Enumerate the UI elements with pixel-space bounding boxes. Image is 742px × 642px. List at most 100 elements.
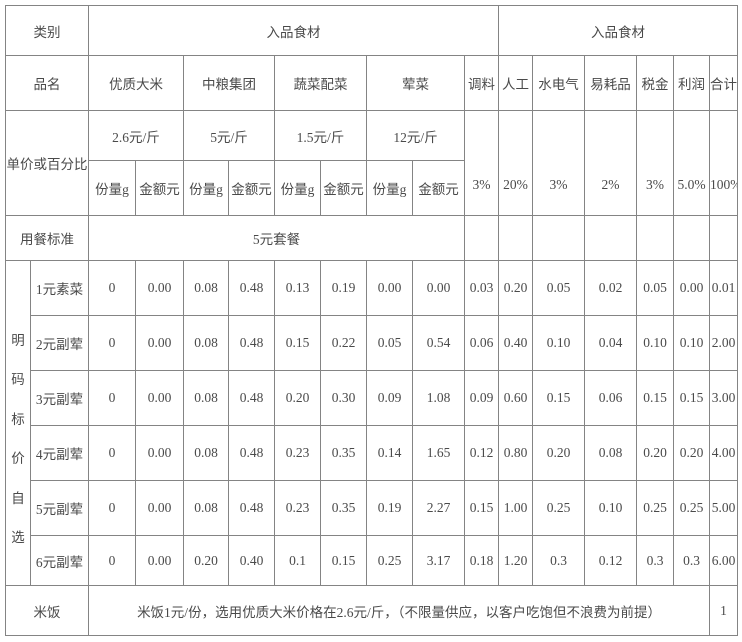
product-row-label-cell: 品名 [5,55,89,111]
unit-price-cell: 12元/斤 [366,110,465,161]
data-cell: 0.25 [532,480,586,536]
data-cell: 0.48 [228,480,275,536]
data-cell: 0.00 [135,535,184,586]
data-cell: 1.65 [412,425,465,481]
data-cell: 0.22 [320,315,367,371]
data-cell: 0.48 [228,315,275,371]
table-row: 3元副荤 0 0.00 0.08 0.48 0.20 0.30 0.09 1.0… [6,370,739,426]
data-cell: 0.25 [636,480,675,536]
category-header-cell: 类别 [5,5,89,56]
data-cell: 0.20 [636,425,675,481]
amount-header-cell: 金额元 [135,160,184,216]
data-cell: 0.10 [584,480,638,536]
data-cell: 0 [88,480,136,536]
column-header-row: 品名 优质大米 中粮集团 蔬菜配菜 荤菜 调料 人工 水电气 易耗品 税金 利润… [5,55,739,111]
row-name-cell: 2元副荤 [30,315,89,371]
portion-header-cell: 份量g [183,160,229,216]
row-name-cell: 1元素菜 [30,260,89,316]
meal-standard-row: 用餐标准 5元套餐 [5,215,739,261]
empty-cell [636,215,675,261]
row-name-cell: 5元副荤 [30,480,89,536]
cost-header-cell: 合计 [709,55,739,111]
data-cell: 0.20 [183,535,229,586]
data-cell: 0.3 [673,535,711,586]
data-cell: 0.19 [366,480,413,536]
data-cell: 0 [88,425,136,481]
data-cell: 0.23 [274,480,321,536]
data-cell: 0.01 [709,260,739,316]
data-cell: 0.15 [673,370,711,426]
sub-header-row: 份量g 金额元 份量g 金额元 份量g 金额元 份量g 金额元 [6,160,738,216]
data-cell: 0.20 [498,260,534,316]
data-cell: 0.3 [532,535,586,586]
empty-cell [532,215,586,261]
percentage-cell: 2% [584,110,638,216]
cost-header-cell: 调料 [463,55,500,111]
data-cell: 0.14 [366,425,413,481]
data-cell: 0.48 [228,370,275,426]
data-cell: 0.00 [366,260,413,316]
percentage-cell: 20% [498,110,534,216]
data-cell: 0.12 [463,425,500,481]
empty-cell [709,215,739,261]
data-cell: 0.12 [584,535,638,586]
data-cell: 1.00 [498,480,534,536]
percentage-cell: 5.0% [673,110,711,216]
cost-header-cell: 人工 [498,55,534,111]
side-label-cell: 明码标价自选 [5,260,31,586]
data-cell: 0.35 [320,425,367,481]
data-cell: 0.10 [673,315,711,371]
unit-price-cell: 2.6元/斤 [88,110,184,161]
data-cell: 0.15 [636,370,675,426]
data-cell: 0.06 [463,315,500,371]
vertical-char: 标 [11,411,25,427]
data-cell: 0.25 [673,480,711,536]
empty-cell [584,215,638,261]
data-cell: 0.00 [135,425,184,481]
data-cell: 0.08 [584,425,638,481]
product-header-cell: 优质大米 [88,55,184,111]
data-cell: 0.04 [584,315,638,371]
vertical-char: 自 [11,490,25,506]
group-header-row: 类别 入品食材 入品食材 [5,5,739,56]
amount-header-cell: 金额元 [320,160,367,216]
data-cell: 0.00 [135,480,184,536]
data-cell: 0.20 [532,425,586,481]
data-cell: 0.06 [584,370,638,426]
data-cell: 0.00 [673,260,711,316]
data-cell: 4.00 [709,425,739,481]
empty-cell [498,215,534,261]
data-cell: 0.80 [498,425,534,481]
data-cell: 0.20 [673,425,711,481]
cost-header-cell: 易耗品 [584,55,638,111]
percentage-cell: 3% [463,110,500,216]
data-cell: 5.00 [709,480,739,536]
portion-header-cell: 份量g [274,160,321,216]
data-cell: 0.03 [463,260,500,316]
percentage-cell: 3% [636,110,675,216]
meal-pricing-table: 类别 入品食材 入品食材 品名 优质大米 中粮集团 蔬菜配菜 荤菜 调料 人工 … [5,5,739,636]
cost-header-cell: 水电气 [532,55,586,111]
data-cell: 0.18 [463,535,500,586]
empty-cell [673,215,711,261]
cost-header-cell: 税金 [636,55,675,111]
data-cell: 0.60 [498,370,534,426]
data-cell: 0 [88,370,136,426]
vertical-char: 价 [11,451,25,466]
product-header-cell: 荤菜 [366,55,465,111]
data-cell: 0.08 [183,480,229,536]
data-cell: 0.19 [320,260,367,316]
amount-header-cell: 金额元 [228,160,275,216]
table-row: 5元副荤 0 0.00 0.08 0.48 0.23 0.35 0.19 2.2… [6,480,739,536]
data-cell: 0.54 [412,315,465,371]
cost-header-cell: 利润 [673,55,711,111]
data-cell: 0.48 [228,425,275,481]
data-cell: 0.08 [183,425,229,481]
data-cell: 0.05 [366,315,413,371]
table-row: 4元副荤 0 0.00 0.08 0.48 0.23 0.35 0.14 1.6… [6,425,739,481]
unit-price-row: 单价或百分比 2.6元/斤 5元/斤 1.5元/斤 12元/斤 3% 20% 3… [5,110,739,216]
unit-price-cell: 5元/斤 [183,110,275,161]
ingredients-group-cell-right: 入品食材 [498,5,739,56]
data-cell: 0.13 [274,260,321,316]
data-cell: 0.00 [135,370,184,426]
